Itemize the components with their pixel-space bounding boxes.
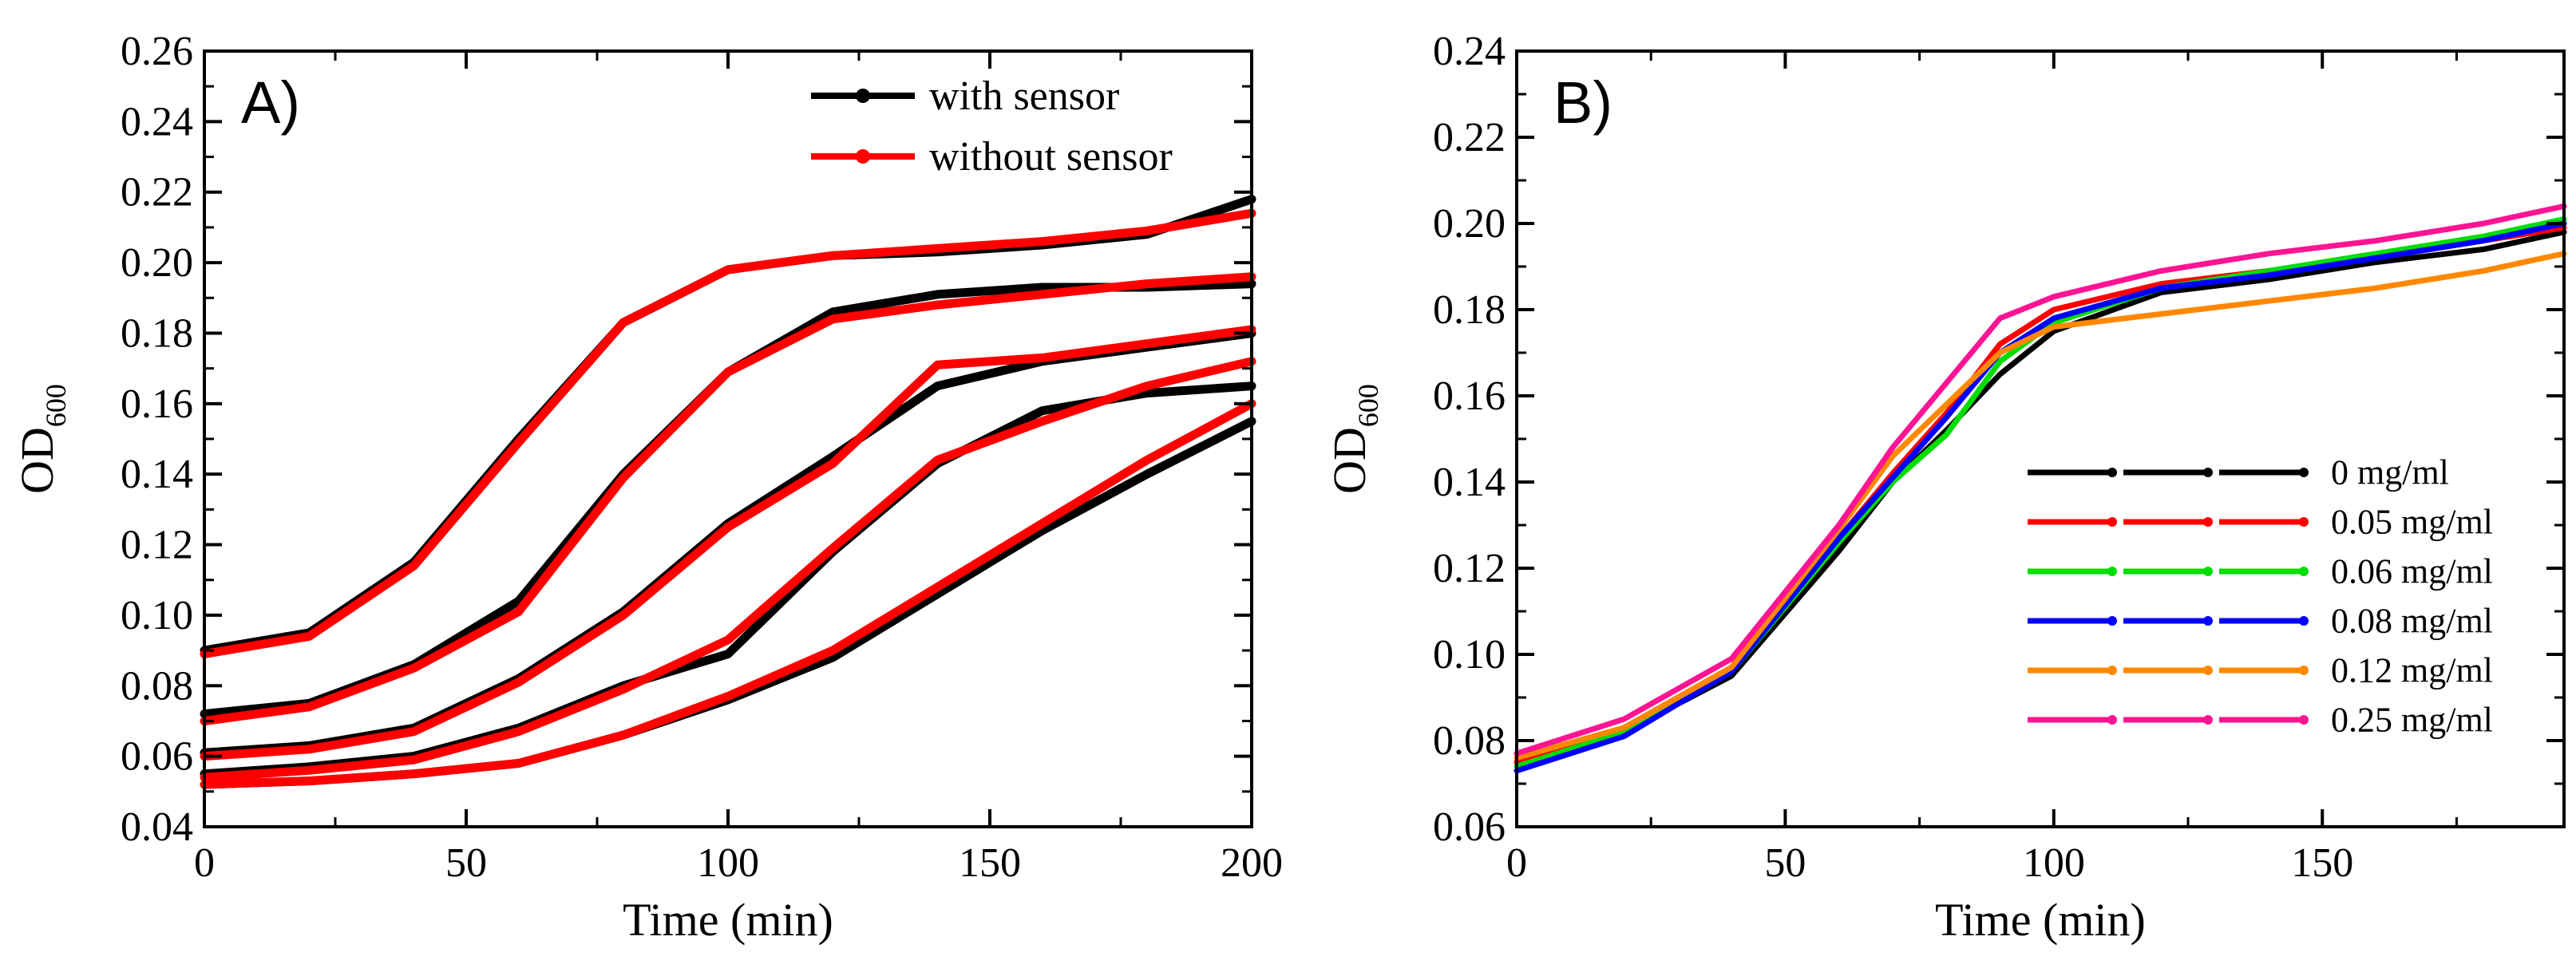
x-tick-label: 150 — [2291, 840, 2353, 886]
series-line — [200, 357, 1256, 782]
legend-marker — [2107, 666, 2117, 675]
legend-marker — [2107, 715, 2117, 725]
legend-marker — [2299, 517, 2309, 527]
series-line — [200, 272, 1256, 725]
y-tick-label: 0.06 — [1433, 804, 1506, 850]
series-line — [200, 208, 1256, 658]
x-tick-label: 0 — [194, 840, 215, 886]
legend-marker — [2299, 715, 2309, 725]
series-line — [200, 325, 1256, 761]
legend-marker — [2203, 715, 2213, 725]
y-tick-label: 0.24 — [121, 99, 193, 144]
y-tick-label: 0.04 — [121, 804, 193, 850]
y-tick-label: 0.22 — [1433, 115, 1506, 160]
x-tick-label: 100 — [697, 840, 759, 886]
x-axis-title: Time (min) — [623, 894, 833, 946]
y-axis-title-subscript: 600 — [40, 384, 72, 427]
legend-marker — [2203, 567, 2213, 576]
legend-marker — [2107, 567, 2117, 576]
panel-label: B) — [1553, 69, 1612, 136]
y-tick-label: 0.12 — [121, 523, 193, 568]
y-axis-title-subscript: 600 — [1352, 384, 1384, 427]
y-axis-title-main: OD — [1324, 427, 1375, 494]
y-tick-label: 0.16 — [121, 381, 193, 427]
y-tick-label: 0.18 — [121, 310, 193, 356]
y-tick-label: 0.06 — [121, 734, 193, 780]
x-axis-title: Time (min) — [1935, 894, 2146, 946]
x-tick-label: 200 — [1221, 840, 1283, 886]
x-tick-label: 150 — [959, 840, 1021, 886]
y-tick-label: 0.12 — [1433, 546, 1506, 591]
y-axis-title-main: OD — [11, 427, 63, 494]
panel-b: 0 50 100 150 0.06 0.08 0.10 0.12 0.14 0.16 0.18 0.2… — [1324, 29, 2567, 946]
series-line — [200, 399, 1256, 789]
y-tick-label: 0.16 — [1433, 373, 1506, 419]
y-tick-label: 0.20 — [1433, 201, 1506, 247]
legend-marker — [2203, 468, 2213, 477]
legend-marker — [2107, 517, 2117, 527]
series-line — [1514, 229, 2567, 765]
y-tick-label: 0.10 — [1433, 632, 1506, 678]
x-tick-label: 50 — [1764, 840, 1806, 886]
y-tick-label: 0.14 — [121, 452, 193, 497]
y-axis-title: OD600 — [11, 384, 72, 494]
y-tick-label: 0.18 — [1433, 287, 1506, 333]
y-tick-label: 0.08 — [1433, 718, 1506, 764]
y-tick-label: 0.22 — [121, 170, 193, 215]
legend-marker — [2107, 616, 2117, 626]
legend-label: 0.06 mg/ml — [2331, 552, 2493, 591]
y-tick-label: 0.20 — [121, 240, 193, 286]
legend-marker — [856, 89, 870, 103]
y-tick-label: 0.26 — [121, 29, 193, 74]
legend-marker — [2299, 468, 2309, 477]
legend-marker — [2299, 567, 2309, 576]
x-tick-label: 100 — [2023, 840, 2085, 886]
legend-label: 0.12 mg/ml — [2331, 651, 2493, 690]
legend-label: without sensor — [929, 134, 1173, 180]
legend-label: with sensor — [929, 73, 1119, 119]
panel-label: A) — [241, 69, 300, 136]
legend-label: 0.05 mg/ml — [2331, 503, 2493, 542]
legend-marker — [2203, 616, 2213, 626]
series-line — [1514, 251, 2567, 761]
legend-label: 0.25 mg/ml — [2331, 701, 2493, 740]
panel-a: 0 50 100 150 200 0.04 0.06 0.08 0.10 0.12 0.14 0.16… — [11, 29, 1283, 946]
legend-label: 0.08 mg/ml — [2331, 602, 2493, 641]
y-tick-label: 0.24 — [1433, 29, 1506, 74]
legend-marker — [856, 149, 870, 164]
y-tick-label: 0.08 — [121, 663, 193, 709]
legend-marker — [2203, 517, 2213, 527]
legend-label: 0 mg/ml — [2331, 453, 2449, 492]
x-tick-label: 50 — [445, 840, 487, 886]
series-line — [200, 381, 1256, 779]
legend-marker — [2203, 666, 2213, 675]
y-tick-label: 0.10 — [121, 593, 193, 638]
x-tick-label: 0 — [1506, 840, 1527, 886]
y-tick-label: 0.14 — [1433, 460, 1506, 505]
legend-marker — [2107, 468, 2117, 477]
y-axis-title: OD600 — [1324, 384, 1384, 494]
legend-marker — [2299, 616, 2309, 626]
legend-marker — [2299, 666, 2309, 675]
series-line — [1514, 203, 2567, 757]
